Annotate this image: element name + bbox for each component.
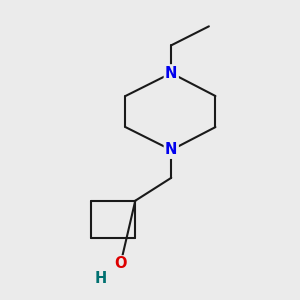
Text: N: N — [165, 142, 178, 158]
Text: H: H — [95, 271, 107, 286]
Text: O: O — [114, 256, 127, 272]
Text: N: N — [165, 66, 178, 81]
